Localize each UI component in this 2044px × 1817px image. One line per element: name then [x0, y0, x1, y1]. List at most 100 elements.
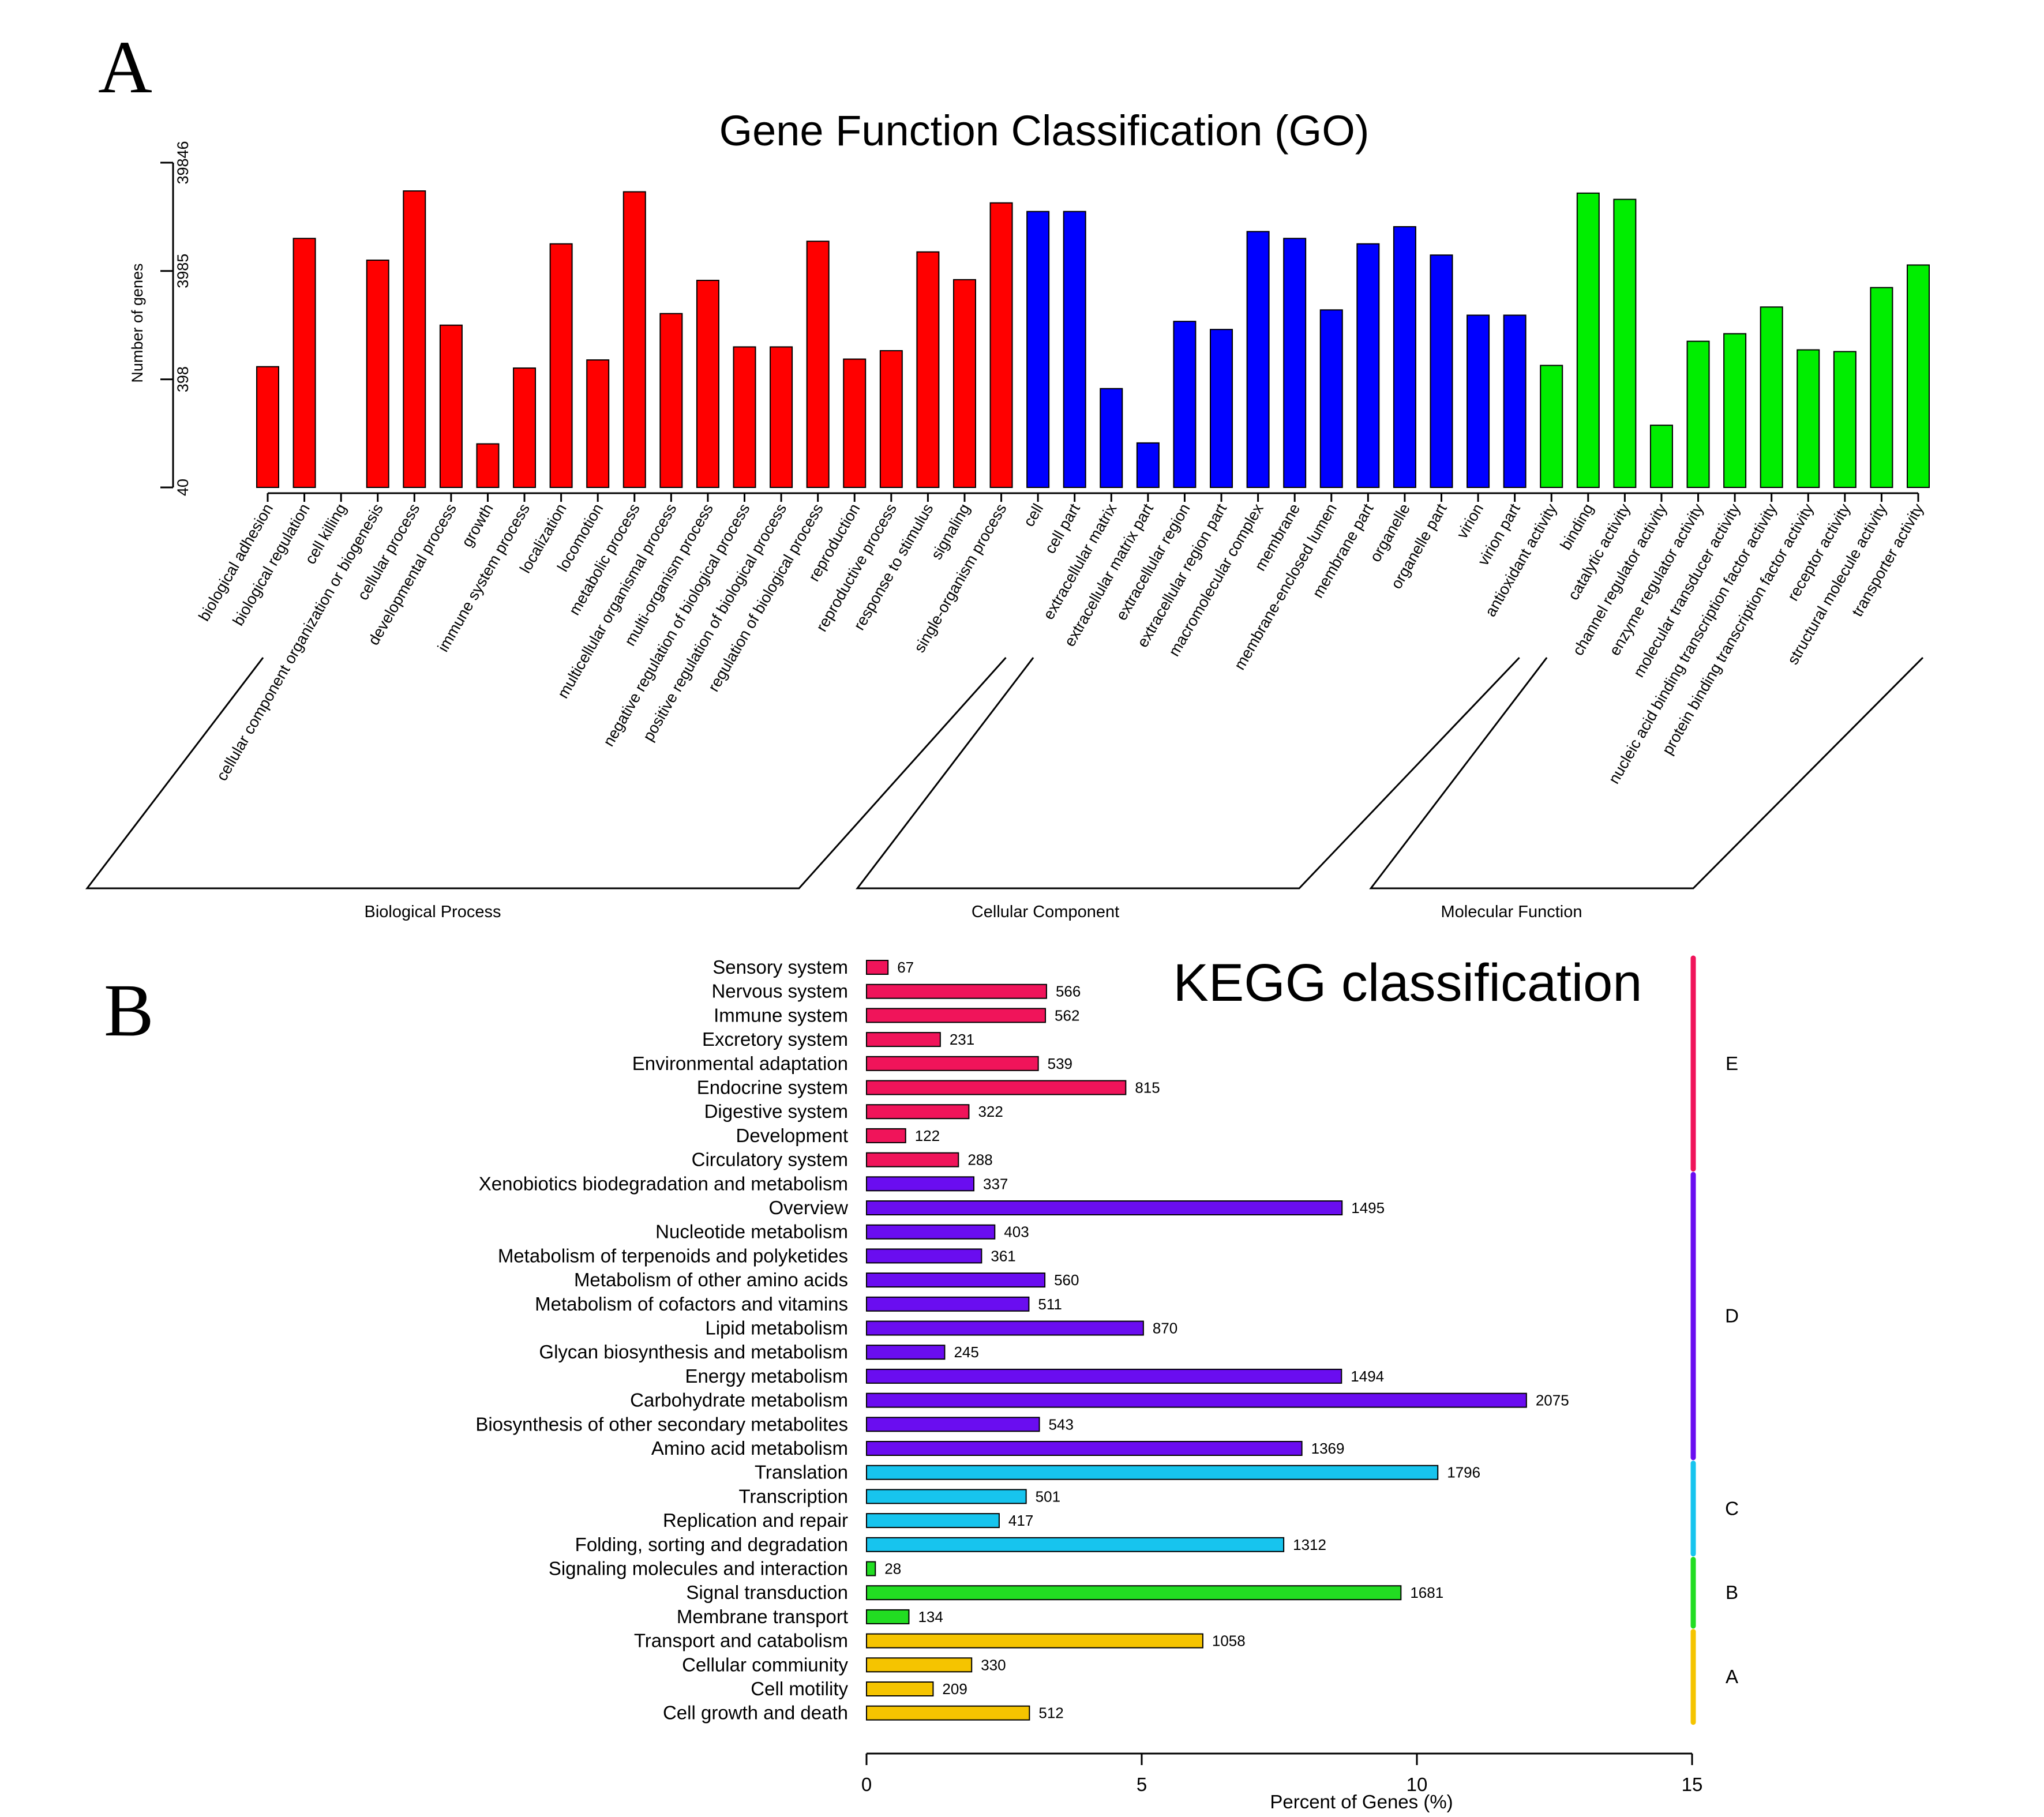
value-label: 403 — [1004, 1223, 1029, 1241]
x-tick-label: growth — [458, 501, 497, 550]
bar-B — [866, 1585, 1402, 1601]
category-label: Transport and catabolism — [634, 1630, 848, 1651]
bar-C — [866, 1489, 1027, 1504]
y-tick-label: 39846 — [174, 141, 192, 184]
value-label: 1495 — [1351, 1199, 1385, 1217]
bar-mf — [1797, 349, 1820, 488]
bar-bp — [989, 202, 1013, 488]
group-label: E — [1726, 1053, 1738, 1074]
category-label: Digestive system — [704, 1101, 848, 1122]
bar-cc — [1246, 231, 1270, 488]
category-label: Development — [736, 1125, 848, 1146]
bar-mf — [1686, 340, 1710, 488]
value-label: 28 — [884, 1560, 901, 1578]
value-label: 134 — [918, 1608, 943, 1625]
bar-bp — [770, 346, 793, 488]
bar-D — [866, 1272, 1046, 1288]
bar-bp — [256, 366, 279, 489]
value-label: 511 — [1038, 1296, 1062, 1313]
bar-bp — [586, 359, 610, 489]
bar-cc — [1063, 211, 1086, 488]
category-label: Excretory system — [702, 1028, 848, 1050]
value-label: 288 — [967, 1151, 992, 1169]
value-label: 1494 — [1351, 1368, 1384, 1385]
x-tick-label: 0 — [861, 1774, 872, 1795]
bar-cc — [1430, 254, 1453, 488]
group-label: Biological Process — [365, 903, 501, 921]
value-label: 815 — [1135, 1079, 1160, 1097]
x-tick-label: virion — [1453, 501, 1487, 542]
category-label: Metabolism of cofactors and vitamins — [535, 1293, 848, 1315]
bar-E — [866, 1080, 1127, 1095]
bar-mf — [1833, 351, 1857, 488]
bar-bp — [366, 260, 389, 488]
category-label: Carbohydrate metabolism — [630, 1390, 848, 1411]
bar-A — [866, 1681, 934, 1696]
value-label: 231 — [950, 1031, 974, 1048]
value-label: 560 — [1054, 1271, 1079, 1289]
bar-D — [866, 1368, 1342, 1384]
category-label: Signaling molecules and interaction — [549, 1558, 848, 1579]
bar-D — [866, 1224, 996, 1240]
value-label: 1312 — [1293, 1536, 1326, 1553]
category-label: Biosynthesis of other secondary metaboli… — [475, 1413, 848, 1435]
bar-bp — [916, 251, 940, 488]
y-tick-label: 398 — [174, 366, 192, 392]
bar-C — [866, 1465, 1439, 1480]
kegg-title: KEGG classification — [1173, 953, 1642, 1012]
bar-bp — [476, 443, 500, 489]
bar-bp — [843, 358, 867, 489]
bar-D — [866, 1441, 1303, 1456]
bar-mf — [1540, 365, 1563, 488]
bracket-cc — [856, 656, 1520, 889]
bar-C — [866, 1513, 1000, 1529]
category-label: Cellular commiunity — [682, 1654, 848, 1675]
category-label: Immune system — [714, 1004, 848, 1026]
value-label: 209 — [942, 1680, 967, 1698]
bar-D — [866, 1320, 1144, 1336]
value-label: 870 — [1153, 1320, 1177, 1337]
bar-bp — [696, 280, 719, 488]
bar-cc — [1356, 243, 1380, 488]
bar-D — [866, 1200, 1343, 1215]
bar-cc — [1173, 321, 1197, 488]
y-tick-label: 40 — [174, 479, 192, 496]
category-label: Lipid metabolism — [705, 1317, 848, 1339]
bar-bp — [513, 367, 537, 488]
group-label: B — [1726, 1582, 1738, 1603]
category-label: Glycan biosynthesis and metabolism — [539, 1341, 848, 1362]
bar-bp — [622, 191, 646, 488]
bar-cc — [1503, 314, 1527, 489]
x-axis: 0 5 10 15 — [861, 1752, 1702, 1795]
value-label: 322 — [978, 1103, 1003, 1120]
group-label: D — [1725, 1305, 1739, 1327]
x-tick-label: binding — [1557, 501, 1597, 553]
bar-mf — [1576, 192, 1600, 488]
bar-cc — [1283, 238, 1307, 488]
value-label: 501 — [1036, 1488, 1060, 1505]
value-label: 1796 — [1447, 1464, 1480, 1481]
x-tick-label: 5 — [1137, 1774, 1147, 1795]
category-label: Nervous system — [711, 981, 848, 1002]
bar-E — [866, 983, 1047, 999]
bar-cc — [1319, 309, 1343, 488]
bar-bp — [439, 324, 463, 488]
bar-bp — [806, 241, 830, 488]
value-label: 67 — [897, 959, 914, 976]
category-label: Endocrine system — [697, 1077, 848, 1098]
bar-cc — [1393, 226, 1416, 488]
y-axis: 40 398 3985 39846 — [160, 141, 192, 496]
group-label: Cellular Component — [972, 903, 1119, 921]
category-brackets: Biological Process Cellular Component Mole… — [85, 656, 1924, 921]
group-label: C — [1725, 1497, 1739, 1519]
bar-bp — [403, 190, 426, 488]
bar-D — [866, 1296, 1030, 1312]
bar-E — [866, 1056, 1039, 1071]
bar-mf — [1870, 287, 1893, 488]
value-label: 1058 — [1212, 1632, 1246, 1650]
bar-cc — [1100, 388, 1123, 488]
category-label: Circulatory system — [692, 1149, 848, 1170]
bar-bp — [733, 346, 756, 488]
bar-cc — [1467, 314, 1490, 489]
value-label: 417 — [1008, 1512, 1033, 1529]
